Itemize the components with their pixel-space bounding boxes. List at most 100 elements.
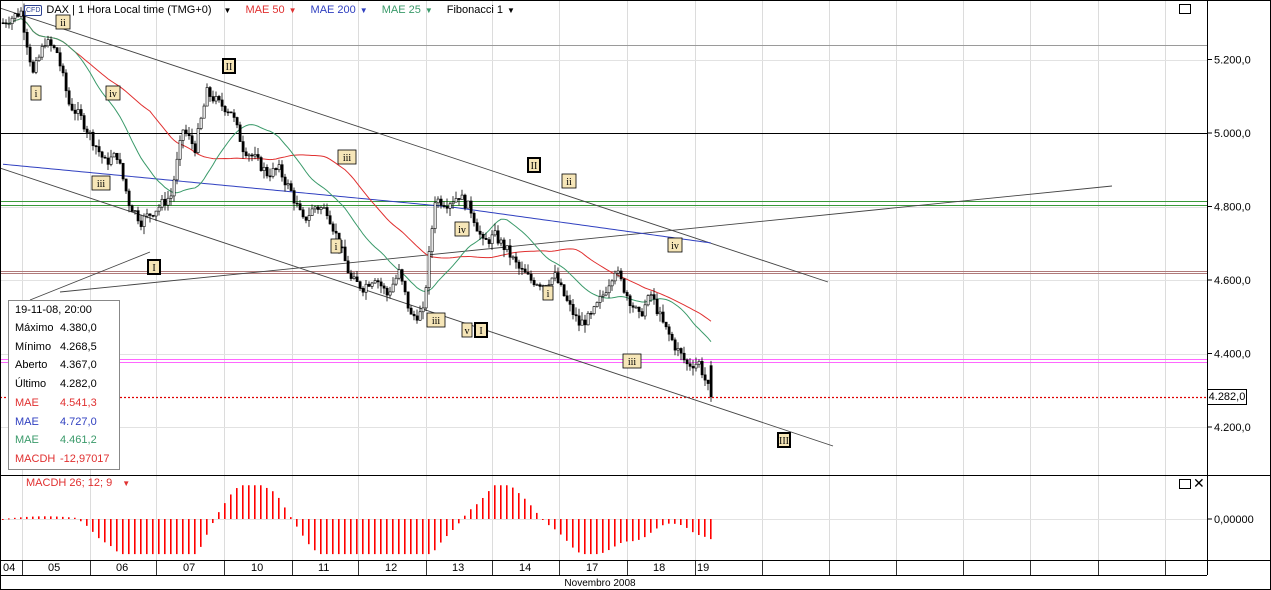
candle-body	[88, 131, 92, 134]
candle-body	[499, 239, 503, 244]
info-row: MAE 4.461,2	[15, 431, 119, 449]
candle-body	[106, 157, 110, 165]
candle-body	[628, 295, 632, 306]
x-tick-label: 06	[116, 562, 128, 574]
macd-bar	[638, 519, 640, 540]
x-tick-label: 12	[385, 562, 397, 574]
macd-bar	[224, 503, 226, 519]
macd-bar	[200, 519, 202, 547]
maximize-macd-panel-button[interactable]	[1179, 479, 1191, 489]
candle-body	[514, 256, 518, 263]
wave-label-box	[105, 85, 121, 101]
candle-body	[313, 206, 317, 210]
macd-bar	[92, 519, 94, 532]
dropdown-arrow-icon: ▼	[223, 5, 232, 15]
macd-bar	[404, 519, 406, 555]
macd-bar	[548, 519, 550, 526]
macd-bar	[56, 516, 58, 519]
macd-bar	[44, 516, 46, 519]
macd-histogram	[2, 485, 712, 555]
macd-bar	[50, 516, 52, 519]
candle-body	[673, 339, 677, 351]
macd-bar	[86, 519, 88, 526]
x-tick-label: 04	[3, 562, 15, 574]
candle-body	[229, 111, 233, 114]
instrument-selector[interactable]: CFD DAX | 1 Hora Local time (TMG+0) ▼	[24, 4, 231, 16]
candle-body	[241, 141, 245, 153]
candle-body	[226, 111, 230, 114]
candle-body	[277, 164, 281, 171]
candle-body	[181, 129, 185, 141]
candle-body	[490, 234, 494, 244]
macd-bar	[680, 519, 682, 526]
candle-body	[307, 215, 311, 221]
candle-body	[403, 280, 407, 293]
candles	[1, 3, 713, 402]
macd-bar	[122, 519, 124, 555]
instrument-label: DAX | 1 Hora Local time (TMG+0)	[46, 4, 212, 16]
candle-body	[286, 183, 290, 186]
macd-bar	[602, 519, 604, 553]
y-tick-label: 4.800,0	[1214, 202, 1251, 214]
macd-bar	[26, 516, 28, 519]
candle-body	[175, 158, 179, 181]
mae50-label: MAE 50	[245, 4, 285, 16]
wave-label-box	[667, 237, 683, 253]
candle-body	[325, 207, 329, 216]
macd-bar	[668, 519, 670, 524]
data-window: 19-11-08, 20:00 Máximo 4.380,0 Mínimo 4.268…	[8, 300, 120, 470]
wave-label-text: iv	[671, 241, 679, 252]
macd-bar	[206, 519, 208, 535]
candle-body	[424, 287, 428, 309]
candle-body	[319, 207, 323, 210]
wave-label: I	[147, 259, 161, 275]
candle-body	[121, 163, 125, 180]
wave-label-box	[55, 14, 71, 30]
wave-label: v	[461, 322, 473, 338]
close-macd-panel-button[interactable]: ✕	[1193, 475, 1205, 491]
candle-body	[694, 363, 698, 369]
macd-bar	[572, 519, 574, 548]
candle-body	[265, 166, 269, 177]
wave-label-text: ii	[566, 177, 572, 188]
candle-body	[46, 39, 50, 47]
mae200-selector[interactable]: MAE 200 ▼	[311, 4, 368, 16]
candle-body	[535, 284, 539, 286]
macd-bar	[212, 519, 214, 524]
mae25-label: MAE 25	[381, 4, 421, 16]
candle-body	[184, 129, 188, 134]
candle-body	[40, 46, 44, 58]
candle-body	[469, 200, 473, 214]
mae25-selector[interactable]: MAE 25 ▼	[382, 4, 433, 16]
candle-body	[700, 361, 704, 376]
macd-indicator-selector[interactable]: MACDH 26; 12; 9 ▼	[26, 477, 130, 489]
info-label: Mínimo	[15, 340, 52, 353]
macd-bar	[140, 519, 142, 555]
candle-body	[247, 154, 251, 157]
candle-body	[526, 272, 530, 275]
info-row: Aberto 4.367,0	[15, 356, 119, 374]
fibonacci-selector[interactable]: Fibonacci 1 ▼	[447, 4, 515, 16]
macd-bar	[170, 519, 172, 555]
macd-bar	[542, 519, 544, 520]
mae25-line	[2, 17, 712, 342]
macd-bar	[278, 497, 280, 519]
macd-bar	[662, 519, 664, 526]
macd-bar	[506, 485, 508, 519]
candle-body	[136, 210, 140, 222]
candle-body	[346, 260, 350, 274]
macd-bar	[374, 519, 376, 555]
candle-body	[256, 154, 260, 158]
macd-bar	[128, 519, 130, 555]
macd-bar	[332, 519, 334, 555]
macd-bar	[308, 519, 310, 545]
mae50-selector[interactable]: MAE 50 ▼	[245, 4, 296, 16]
macd-bar	[380, 519, 382, 555]
maximize-main-panel-button[interactable]	[1179, 4, 1191, 14]
candle-body	[466, 200, 470, 209]
candle-body	[430, 228, 434, 252]
candle-body	[592, 306, 596, 314]
